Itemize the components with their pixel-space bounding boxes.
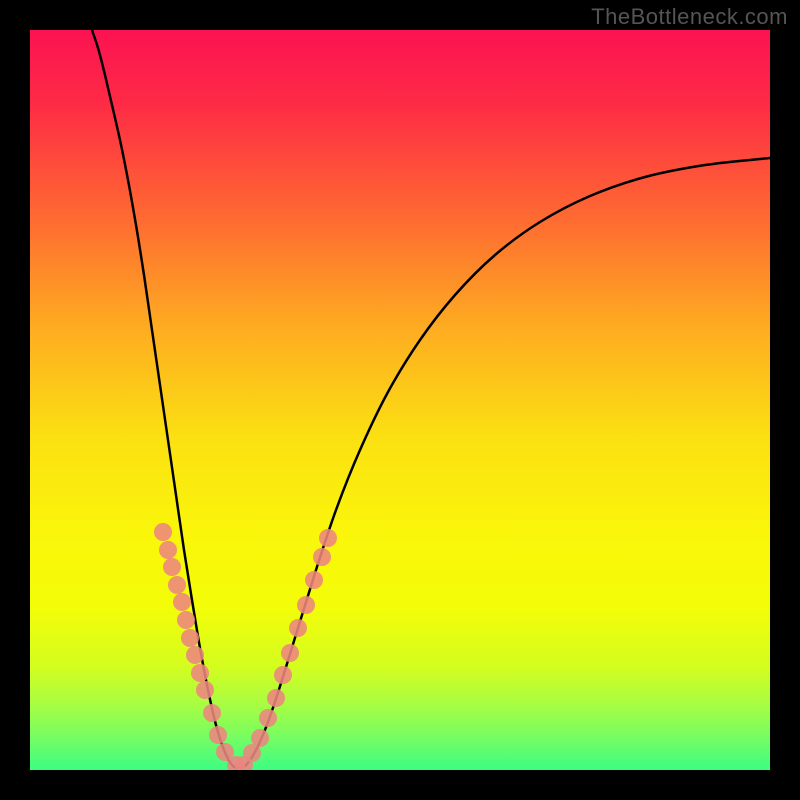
- data-marker: [159, 541, 177, 559]
- chart-frame: TheBottleneck.com: [0, 0, 800, 800]
- data-marker: [181, 629, 199, 647]
- data-marker: [186, 646, 204, 664]
- data-marker: [319, 529, 337, 547]
- data-marker: [177, 611, 195, 629]
- chart-svg: [30, 30, 770, 770]
- data-marker: [297, 596, 315, 614]
- gradient-background: [30, 30, 770, 770]
- data-marker: [259, 709, 277, 727]
- data-marker: [251, 729, 269, 747]
- data-marker: [203, 704, 221, 722]
- plot-border: [0, 0, 800, 800]
- data-marker: [191, 664, 209, 682]
- data-marker: [168, 576, 186, 594]
- data-marker: [289, 619, 307, 637]
- data-marker: [196, 681, 214, 699]
- data-marker: [274, 666, 292, 684]
- data-marker: [313, 548, 331, 566]
- plot-area: [30, 30, 770, 770]
- data-marker: [173, 593, 191, 611]
- watermark-text: TheBottleneck.com: [591, 4, 788, 30]
- data-marker: [154, 523, 172, 541]
- data-marker: [209, 726, 227, 744]
- data-marker: [305, 571, 323, 589]
- data-marker: [163, 558, 181, 576]
- data-marker: [281, 644, 299, 662]
- data-marker: [267, 689, 285, 707]
